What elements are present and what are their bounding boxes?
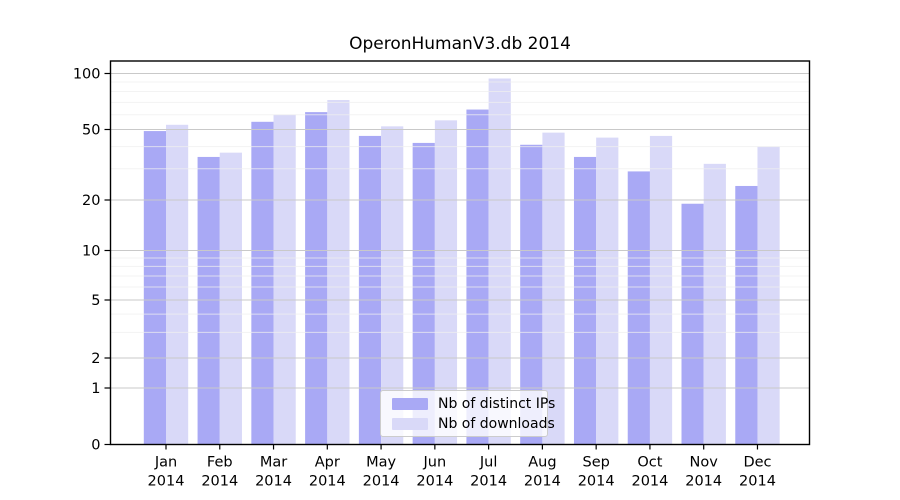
- legend-label-distinct-ips: Nb of distinct IPs: [438, 395, 556, 412]
- x-tick-label-year: 2014: [201, 474, 238, 490]
- bar-downloads: [273, 114, 296, 445]
- x-tick-label-year: 2014: [739, 474, 776, 490]
- x-tick-label-month: Aug: [528, 455, 556, 471]
- y-tick-label: 2: [91, 351, 100, 367]
- bar-distinct-ips: [412, 142, 435, 445]
- x-tick-label-month: May: [366, 455, 396, 471]
- bar-downloads: [703, 163, 726, 445]
- bar-downloads: [166, 124, 189, 445]
- plot-frame: [109, 60, 811, 446]
- y-tick-label: 50: [82, 123, 100, 139]
- x-tick-label-month: Dec: [743, 455, 771, 471]
- bar-downloads: [542, 132, 565, 445]
- chart-title: OperonHumanV3.db 2014: [349, 34, 571, 54]
- legend-swatch-downloads-icon: [392, 417, 428, 430]
- bar-downloads: [381, 126, 404, 445]
- bar-distinct-ips: [573, 156, 597, 445]
- bar-downloads: [434, 120, 458, 445]
- x-tick-label-year: 2014: [524, 474, 561, 490]
- bar-downloads: [488, 78, 511, 445]
- x-tick-label-year: 2014: [363, 474, 400, 490]
- legend-label-downloads: Nb of downloads: [438, 415, 555, 432]
- bar-distinct-ips: [143, 131, 166, 445]
- bar-distinct-ips: [197, 156, 220, 445]
- x-tick-label-year: 2014: [470, 474, 507, 490]
- x-tick-label-year: 2014: [685, 474, 722, 490]
- bar-distinct-ips: [520, 144, 543, 445]
- bar-distinct-ips: [358, 135, 382, 445]
- legend-item-distinct-ips: Nb of distinct IPs: [392, 395, 555, 412]
- bar-distinct-ips: [251, 121, 274, 445]
- legend-item-downloads: Nb of downloads: [392, 415, 555, 432]
- bar-distinct-ips: [627, 171, 650, 445]
- x-tick-label-month: Nov: [690, 455, 719, 471]
- x-tick-label-year: 2014: [148, 474, 185, 490]
- x-tick-label-year: 2014: [631, 474, 668, 490]
- y-tick-label: 100: [73, 67, 101, 83]
- y-tick-label: 5: [91, 293, 100, 309]
- x-tick-label-month: Oct: [637, 455, 662, 471]
- x-tick-label-month: Feb: [207, 455, 233, 471]
- y-tick-label: 0: [91, 438, 100, 454]
- bar-downloads: [327, 100, 350, 445]
- x-tick-label-month: Jul: [479, 455, 498, 471]
- x-tick-label-month: Jun: [423, 455, 447, 471]
- x-tick-label-year: 2014: [309, 474, 346, 490]
- y-tick-label: 1: [91, 381, 100, 397]
- bar-distinct-ips: [305, 112, 328, 445]
- legend-swatch-distinct-ips-icon: [392, 397, 428, 410]
- bar-downloads: [649, 135, 673, 445]
- bar-distinct-ips: [466, 109, 489, 445]
- x-tick-label-month: Jan: [154, 455, 177, 471]
- y-tick-label: 10: [82, 244, 100, 260]
- bar-downloads: [219, 152, 242, 445]
- x-tick-label-year: 2014: [578, 474, 615, 490]
- x-tick-label-month: Mar: [260, 455, 287, 471]
- bar-distinct-ips: [681, 203, 704, 445]
- x-tick-label-month: Sep: [582, 455, 609, 471]
- bar-downloads: [757, 146, 780, 445]
- y-tick-label: 20: [82, 193, 100, 209]
- bar-downloads: [596, 137, 619, 445]
- bar-distinct-ips: [735, 185, 758, 445]
- x-tick-label-month: Apr: [315, 455, 340, 471]
- legend: Nb of distinct IPs Nb of downloads: [380, 390, 555, 437]
- x-tick-label-year: 2014: [255, 474, 292, 490]
- x-tick-label-year: 2014: [416, 474, 453, 490]
